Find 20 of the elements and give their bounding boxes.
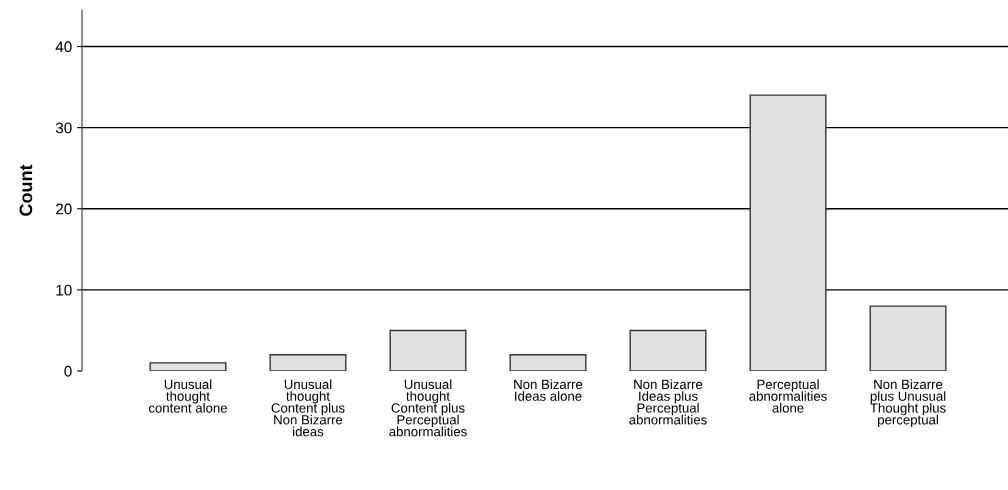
y-tick-label: 40 (55, 41, 72, 53)
x-tick-label: Unusual thought content alone (148, 379, 227, 413)
bar (629, 329, 707, 371)
y-axis-title: Count (19, 164, 33, 216)
y-tick-label: 30 (55, 122, 72, 134)
x-tick-label: Unusual thought Content plus Perceptual abnormalities (389, 379, 467, 437)
bar (869, 305, 947, 371)
bar (269, 354, 347, 371)
bar (389, 329, 467, 371)
y-tick-label: 10 (56, 284, 72, 296)
bar (149, 362, 227, 371)
x-tick-label: Non Bizarre Ideas plus Perceptual abnormalities (629, 379, 707, 425)
y-tick-label: 0 (64, 365, 72, 377)
bar (749, 94, 827, 371)
bar (509, 354, 587, 371)
x-tick-label: Perceptual abnormalities alone (749, 379, 827, 413)
x-tick-label: Non Bizarre Ideas alone (514, 379, 583, 401)
x-tick-label: Non Bizarre plus Unusual Thought plus perceptual (870, 379, 946, 428)
x-tick-label: Unusual thought Content plus Non Bizarre ideas (271, 379, 345, 437)
y-tick-label: 20 (56, 203, 72, 215)
